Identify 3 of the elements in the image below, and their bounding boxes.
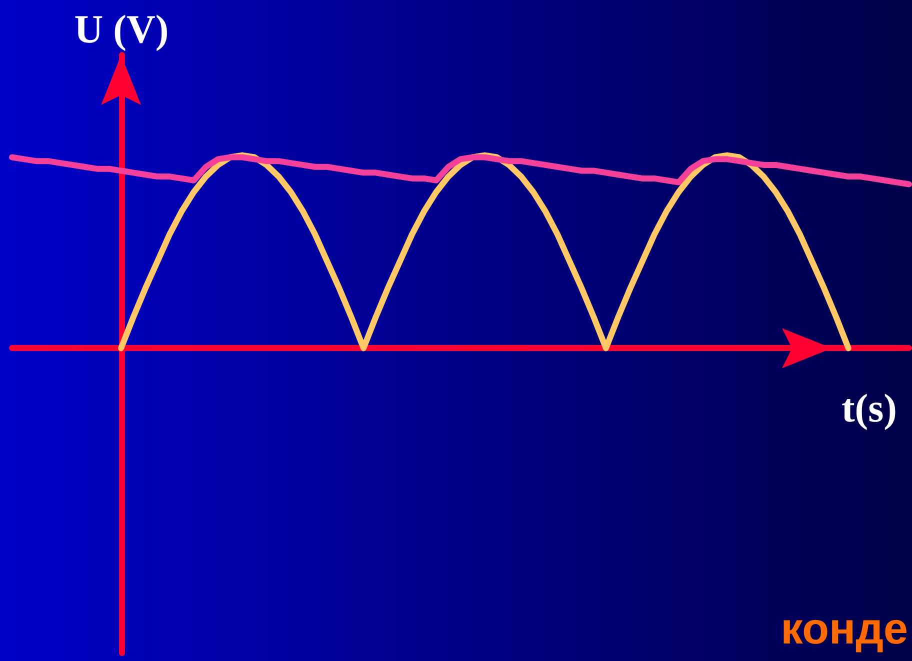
x-axis-title: t(s) — [841, 386, 897, 431]
text: конде — [780, 604, 908, 654]
y-axis-title: U (V) — [74, 6, 169, 52]
